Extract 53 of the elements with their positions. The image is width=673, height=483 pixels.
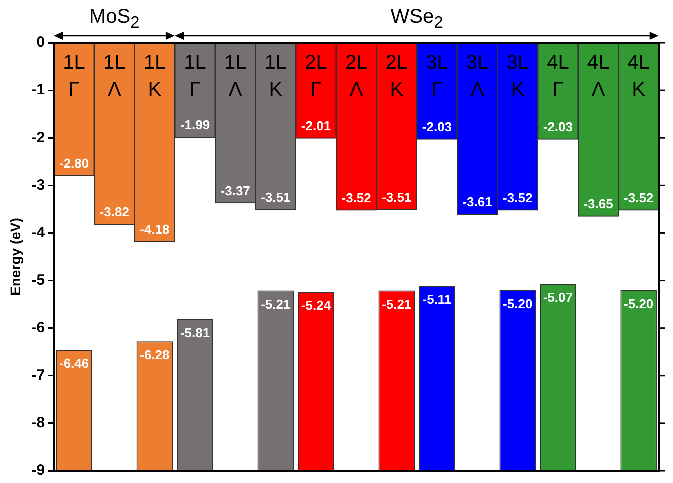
- y-tick-label: -9: [32, 462, 46, 480]
- data-label: -2.80: [59, 156, 90, 172]
- x-tick-label: 3L Λ: [466, 52, 489, 101]
- data-label: -5.07: [543, 290, 574, 306]
- x-tick-label: 3L K: [506, 52, 529, 101]
- x-tick-label: 2L Λ: [345, 52, 368, 101]
- text: WSe$_{2}$: [390, 6, 444, 33]
- data-label: -5.24: [301, 298, 332, 314]
- data-label: -5.21: [382, 296, 412, 312]
- data-label: -5.81: [180, 325, 210, 340]
- data-label: -3.65: [584, 196, 614, 212]
- y-tick-label: -6: [32, 319, 46, 336]
- y-tick-label: -4: [32, 224, 46, 242]
- y-tick-label: -1: [32, 82, 46, 99]
- data-label: -5.11: [422, 292, 452, 308]
- x-tick-label: 4L Γ: [547, 52, 570, 101]
- data-label: -3.61: [462, 194, 492, 210]
- data-label: -5.20: [624, 296, 654, 312]
- y-axis-title: Energy (eV): [7, 218, 24, 296]
- data-label: -5.21: [261, 296, 291, 312]
- x-tick-label: 1L K: [144, 52, 166, 101]
- data-label: -6.28: [140, 348, 170, 363]
- data-label: -3.37: [220, 183, 250, 198]
- y-tick-label: 0: [36, 34, 46, 52]
- y-tick-label: -3: [32, 176, 46, 194]
- data-label: -3.82: [100, 204, 130, 220]
- data-label: -3.52: [342, 190, 372, 206]
- data-label: -3.52: [624, 190, 654, 206]
- y-tick-label: -5: [32, 272, 46, 289]
- data-label: -4.18: [140, 222, 170, 237]
- x-tick-label: 2L K: [386, 52, 408, 101]
- x-tick-label: 3L Γ: [426, 52, 448, 101]
- data-label: -3.51: [382, 190, 412, 205]
- data-label: -5.20: [503, 296, 533, 312]
- data-label: -2.03: [543, 120, 574, 135]
- x-tick-label: 4L Λ: [587, 52, 610, 101]
- data-label: -3.52: [503, 190, 533, 206]
- text: MoS$_{2}$: [88, 6, 141, 33]
- data-label: -6.46: [59, 356, 90, 372]
- y-tick-label: -2: [32, 129, 46, 146]
- x-tick-label: 1L Λ: [104, 52, 126, 101]
- data-label: -2.03: [422, 120, 452, 135]
- y-tick-label: -7: [32, 367, 46, 384]
- x-tick-label: 1L Λ: [224, 52, 247, 101]
- x-tick-label: 2L Γ: [305, 52, 328, 101]
- y-tick-label: -8: [32, 414, 46, 432]
- x-tick-label: 1L Γ: [184, 52, 206, 101]
- data-label: -1.99: [180, 118, 210, 133]
- x-tick-label: 1L Γ: [63, 52, 86, 101]
- x-tick-label: 1L K: [264, 52, 288, 101]
- x-tick-label: 4L K: [628, 52, 650, 101]
- data-label: -3.51: [261, 190, 291, 205]
- data-label: -2.01: [301, 118, 332, 134]
